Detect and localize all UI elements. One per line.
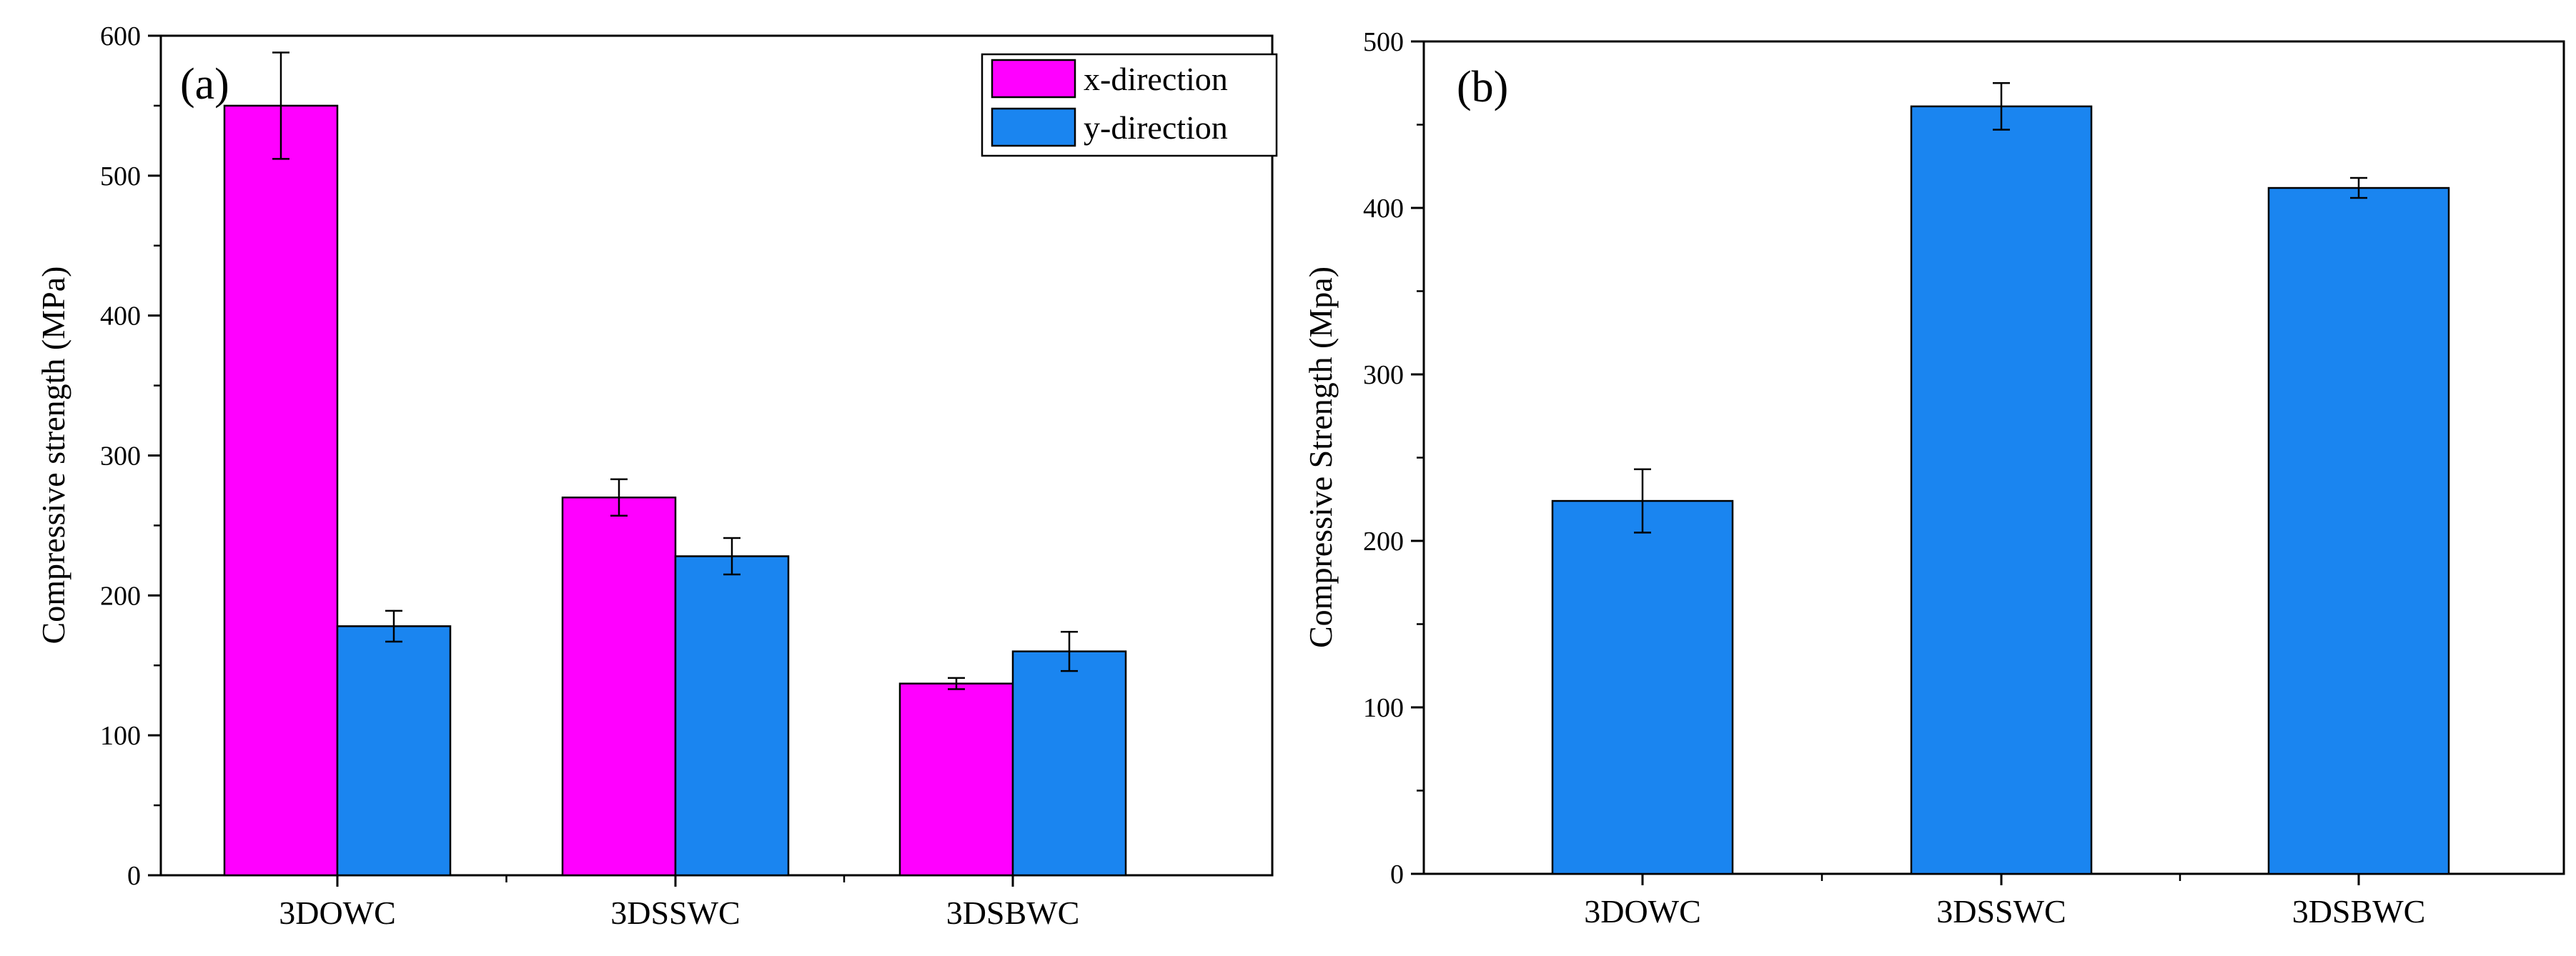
bar-y-direction-3DSBWC bbox=[1011, 650, 1127, 877]
y-tick-label: 0 bbox=[1390, 860, 1404, 890]
y-tick-label: 100 bbox=[1363, 693, 1404, 723]
y-axis-b: 0 100 200 300 400 500 bbox=[1363, 27, 1424, 890]
bar-x-direction-3DSBWC bbox=[898, 682, 1014, 877]
error-bars-b bbox=[1634, 82, 2367, 534]
bar-value-3DSBWC bbox=[2267, 186, 2450, 875]
y-tick-label: 300 bbox=[100, 442, 141, 472]
y-tick-label: 500 bbox=[100, 161, 141, 191]
error-bars-a bbox=[272, 51, 1078, 690]
x-tick-label: 3DOWC bbox=[1584, 893, 1701, 930]
x-tick-label: 3DSBWC bbox=[946, 895, 1080, 931]
y-tick-label: 0 bbox=[127, 861, 141, 891]
y-tick-label: 600 bbox=[100, 21, 141, 51]
y-tick-label: 500 bbox=[1363, 27, 1404, 57]
y-tick-label: 100 bbox=[100, 721, 141, 751]
bar-y-direction-3DOWC bbox=[336, 625, 452, 877]
y-tick-label: 400 bbox=[1363, 194, 1404, 224]
y-axis-a: 0 100 200 300 400 500 600 bbox=[100, 21, 161, 891]
bars-a bbox=[223, 104, 1127, 877]
legend-a: x-direction y-direction bbox=[981, 53, 1278, 157]
bar-value-3DOWC bbox=[1551, 499, 1734, 875]
x-tick-label: 3DSBWC bbox=[2292, 893, 2426, 930]
bar-y-direction-3DSSWC bbox=[674, 555, 790, 877]
x-tick-label: 3DOWC bbox=[279, 895, 396, 931]
chart-panel-b: 0 100 200 300 400 500 3DOWC 3DSSWC 3DSBWC (b) C… bbox=[1302, 27, 2565, 930]
legend-label-y-direction: y-direction bbox=[1084, 109, 1228, 146]
y-axis-title-a: Compressive strength (MPa) bbox=[35, 267, 71, 644]
x-tick-label: 3DSSWC bbox=[610, 895, 740, 931]
chart-panel-a: 0 100 200 300 400 500 600 3DOWC 3DSSWC 3DSBWC (a… bbox=[35, 21, 1278, 931]
legend-swatch-y-direction bbox=[991, 107, 1076, 147]
bar-value-3DSSWC bbox=[1910, 105, 2093, 875]
bar-x-direction-3DOWC bbox=[223, 104, 339, 877]
x-axis-b: 3DOWC 3DSSWC 3DSBWC bbox=[1584, 874, 2425, 930]
y-tick-label: 400 bbox=[100, 302, 141, 332]
legend-swatch-x-direction bbox=[991, 59, 1076, 99]
y-tick-label: 200 bbox=[1363, 527, 1404, 557]
bars-b bbox=[1551, 105, 2450, 875]
y-tick-label: 200 bbox=[100, 581, 141, 611]
legend-label-x-direction: x-direction bbox=[1084, 61, 1228, 97]
y-tick-label: 300 bbox=[1363, 360, 1404, 390]
panel-label-b: (b) bbox=[1457, 63, 1508, 111]
bar-x-direction-3DSSWC bbox=[561, 497, 677, 877]
x-axis-a: 3DOWC 3DSSWC 3DSBWC bbox=[279, 875, 1079, 931]
panel-label-a: (a) bbox=[180, 60, 229, 109]
x-tick-label: 3DSSWC bbox=[1936, 893, 2066, 930]
y-axis-title-b: Compressive Strength (Mpa) bbox=[1302, 267, 1339, 648]
